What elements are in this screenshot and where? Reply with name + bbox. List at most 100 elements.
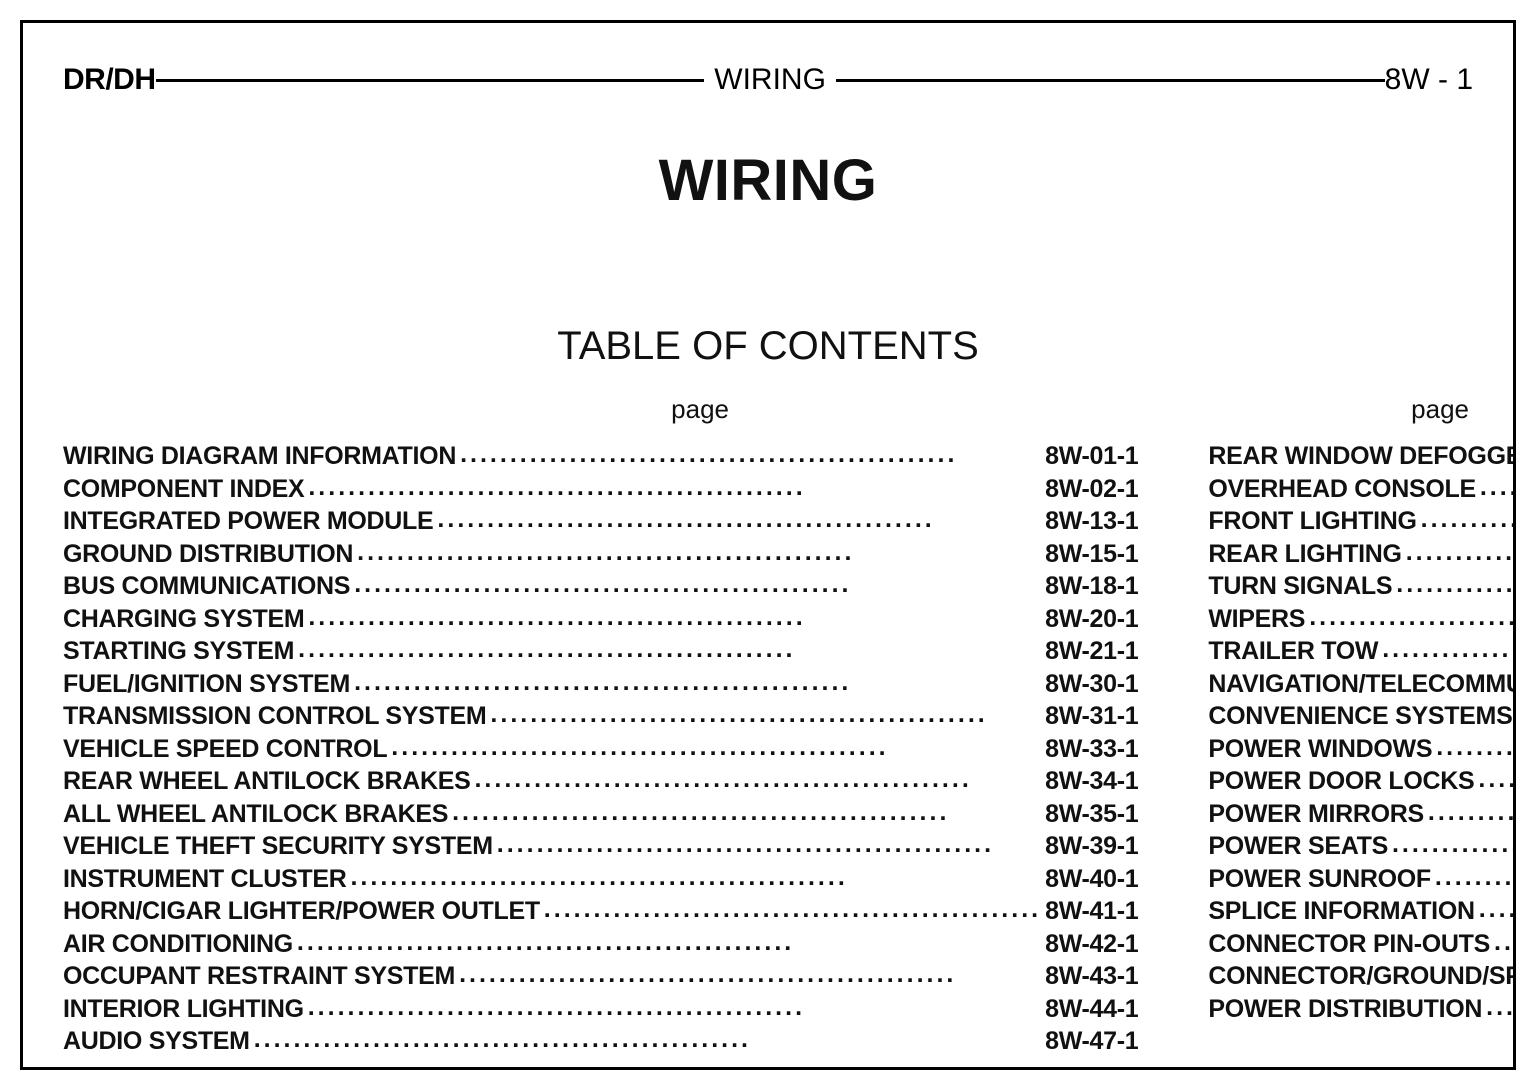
toc-dots — [1432, 731, 1516, 764]
toc-label: OCCUPANT RESTRAINT SYSTEM — [63, 960, 455, 993]
toc-label: REAR WHEEL ANTILOCK BRAKES — [63, 765, 470, 798]
toc-label: POWER SEATS — [1208, 830, 1388, 863]
toc-row: SPLICE INFORMATION8W-70-1 — [1208, 895, 1516, 928]
toc-label: POWER DISTRIBUTION — [1208, 993, 1482, 1026]
toc-label: FRONT LIGHTING — [1208, 505, 1416, 538]
rule-line-right — [836, 79, 1385, 82]
toc-dots — [493, 828, 1045, 861]
page-label-left: page — [63, 394, 733, 425]
toc-dots — [1402, 536, 1516, 569]
toc-dots — [1474, 763, 1516, 796]
page-frame: DR/DH WIRING 8W - 1 WIRING TABLE OF CONT… — [20, 20, 1516, 1070]
toc-row: TURN SIGNALS8W-52-1 — [1208, 570, 1516, 603]
toc-label: SPLICE INFORMATION — [1208, 895, 1474, 928]
toc-label: HORN/CIGAR LIGHTER/POWER OUTLET — [63, 895, 540, 928]
toc-row: FUEL/IGNITION SYSTEM 8W-30-1 — [63, 668, 1138, 701]
toc-label: FUEL/IGNITION SYSTEM — [63, 668, 350, 701]
toc-dots — [304, 991, 1045, 1024]
toc-label: TURN SIGNALS — [1208, 570, 1392, 603]
toc-page: 8W-33-1 — [1045, 733, 1138, 766]
toc-label: CONNECTOR/GROUND/SPLICE LOCATION — [1208, 960, 1516, 993]
toc-label: REAR WINDOW DEFOGGER — [1208, 440, 1516, 473]
toc-row: POWER SEATS8W-63-1 — [1208, 830, 1516, 863]
toc-dots — [293, 926, 1045, 959]
toc-page: 8W-35-1 — [1045, 798, 1138, 831]
toc-dots — [250, 1023, 1045, 1056]
toc-label: STARTING SYSTEM — [63, 635, 294, 668]
toc-page: 8W-02-1 — [1045, 473, 1138, 506]
toc-dots — [1431, 861, 1516, 894]
toc-column-left: WIRING DIAGRAM INFORMATION8W-01-1COMPONE… — [63, 440, 1138, 1058]
toc-row: ALL WHEEL ANTILOCK BRAKES 8W-35-1 — [63, 798, 1138, 831]
toc-page: 8W-31-1 — [1045, 700, 1138, 733]
header-left: DR/DH — [63, 63, 156, 97]
toc-dots — [1490, 926, 1516, 959]
toc-dots — [470, 763, 1045, 796]
toc-row: STARTING SYSTEM 8W-21-1 — [63, 635, 1138, 668]
toc-row: INTERIOR LIGHTING8W-44-1 — [63, 993, 1138, 1026]
toc-label: INSTRUMENT CLUSTER — [63, 863, 346, 896]
page-label-right: page — [803, 394, 1473, 425]
toc-page: 8W-30-1 — [1045, 668, 1138, 701]
toc-row: CHARGING SYSTEM8W-20-1 — [63, 603, 1138, 636]
toc-label: POWER DOOR LOCKS — [1208, 765, 1474, 798]
toc-row: INSTRUMENT CLUSTER 8W-40-1 — [63, 863, 1138, 896]
toc-label: TRANSMISSION CONTROL SYSTEM — [63, 700, 486, 733]
toc-row: POWER MIRRORS8W-62-1 — [1208, 798, 1516, 831]
toc-dots — [304, 601, 1045, 634]
toc-row: GROUND DISTRIBUTION8W-15-1 — [63, 538, 1138, 571]
toc-label: CONVENIENCE SYSTEMS — [1208, 700, 1512, 733]
toc-row: BUS COMMUNICATIONS8W-18-1 — [63, 570, 1138, 603]
toc-page: 8W-43-1 — [1045, 960, 1138, 993]
toc-row: VEHICLE THEFT SECURITY SYSTEM8W-39-1 — [63, 830, 1138, 863]
toc-row: CONNECTOR/GROUND/SPLICE LOCATION8W-91-1 — [1208, 960, 1516, 993]
page-column-headers: page page — [63, 394, 1473, 425]
toc-page: 8W-15-1 — [1045, 538, 1138, 571]
toc-dots — [294, 633, 1045, 666]
toc-row: WIPERS8W-53-1 — [1208, 603, 1516, 636]
toc-dots — [1305, 601, 1516, 634]
toc-row: AUDIO SYSTEM8W-47-1 — [63, 1025, 1138, 1058]
toc-column-right: REAR WINDOW DEFOGGER8W-48-1OVERHEAD CONS… — [1208, 440, 1516, 1058]
toc-row: POWER DISTRIBUTION8W-97-1 — [1208, 993, 1516, 1026]
toc-row: TRANSMISSION CONTROL SYSTEM 8W-31-1 — [63, 700, 1138, 733]
toc-dots — [1482, 991, 1516, 1024]
header-center: WIRING — [704, 63, 836, 97]
toc-label: WIPERS — [1208, 603, 1305, 636]
toc-dots — [304, 471, 1045, 504]
toc-row: OVERHEAD CONSOLE8W-49-1 — [1208, 473, 1516, 506]
toc-label: POWER WINDOWS — [1208, 733, 1432, 766]
toc-dots — [1392, 568, 1516, 601]
toc-dots — [1424, 796, 1516, 829]
toc-row: POWER WINDOWS8W-60-1 — [1208, 733, 1516, 766]
toc-page: 8W-21-1 — [1045, 635, 1138, 668]
toc-row: AIR CONDITIONING8W-42-1 — [63, 928, 1138, 961]
toc-row: INTEGRATED POWER MODULE8W-13-1 — [63, 505, 1138, 538]
toc-row: REAR WINDOW DEFOGGER8W-48-1 — [1208, 440, 1516, 473]
toc-page: 8W-41-1 — [1045, 895, 1138, 928]
toc-label: WIRING DIAGRAM INFORMATION — [63, 440, 456, 473]
toc-dots — [448, 796, 1045, 829]
toc-label: AIR CONDITIONING — [63, 928, 293, 961]
toc-row: TRAILER TOW8W-54-1 — [1208, 635, 1516, 668]
toc-dots — [1476, 471, 1516, 504]
toc-label: POWER SUNROOF — [1208, 863, 1431, 896]
toc-row: NAVIGATION/TELECOMMUNICATIONS8W-55-1 — [1208, 668, 1516, 701]
toc-subtitle: TABLE OF CONTENTS — [63, 324, 1473, 369]
toc-row: COMPONENT INDEX 8W-02-1 — [63, 473, 1138, 506]
toc-dots — [486, 698, 1045, 731]
toc-dots — [353, 536, 1045, 569]
toc-label: BUS COMMUNICATIONS — [63, 570, 350, 603]
toc-label: NAVIGATION/TELECOMMUNICATIONS — [1208, 668, 1516, 701]
toc-page: 8W-20-1 — [1045, 603, 1138, 636]
toc-page: 8W-34-1 — [1045, 765, 1138, 798]
toc-dots — [346, 861, 1045, 894]
toc-label: VEHICLE SPEED CONTROL — [63, 733, 387, 766]
toc-dots — [350, 568, 1045, 601]
toc-page: 8W-40-1 — [1045, 863, 1138, 896]
toc-page: 8W-39-1 — [1045, 830, 1138, 863]
toc-label: INTERIOR LIGHTING — [63, 993, 304, 1026]
toc-label: COMPONENT INDEX — [63, 473, 304, 506]
toc-label: ALL WHEEL ANTILOCK BRAKES — [63, 798, 448, 831]
toc-label: INTEGRATED POWER MODULE — [63, 505, 433, 538]
